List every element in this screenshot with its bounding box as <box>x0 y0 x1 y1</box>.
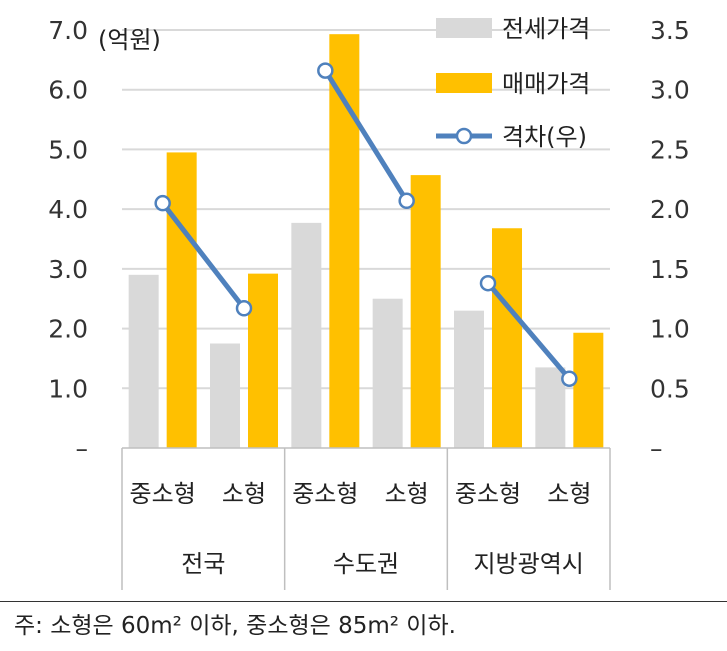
y-right-tick-label: 0.5 <box>650 374 690 403</box>
legend-swatch-jeonse <box>436 18 492 38</box>
bar-maemae <box>492 228 522 448</box>
legend-label-maemae: 매매가격 <box>502 70 590 98</box>
gap-point <box>317 62 334 79</box>
gap-point <box>561 370 578 387</box>
y-left-tick-label: 1.0 <box>48 374 88 403</box>
y-right-tick-label: – <box>650 434 663 463</box>
legend-marker-gap <box>455 127 473 145</box>
group-label: 수도권 <box>333 550 399 578</box>
gap-point <box>398 192 415 210</box>
bar-jeonse <box>128 274 159 448</box>
group-label: 전국 <box>181 550 225 578</box>
y-right-tick-label: 1.5 <box>650 255 690 284</box>
x-tick-label: 소형 <box>222 480 266 508</box>
footnote: 주: 소형은 60m² 이하, 중소형은 85m² 이하. <box>14 613 456 639</box>
bar-maemae <box>248 273 278 448</box>
x-tick-label: 중소형 <box>455 480 521 508</box>
group-label: 지방광역시 <box>473 550 583 578</box>
bar-jeonse <box>210 343 240 448</box>
y-left-tick-label: 5.0 <box>48 135 88 164</box>
bar-jeonse <box>372 298 403 448</box>
bar-maemae <box>329 34 360 449</box>
y-left-tick-label: 4.0 <box>48 195 88 224</box>
y-left-tick-label: 3.0 <box>48 255 88 284</box>
y-left-tick-label: – <box>76 434 89 463</box>
y-left-tick-label: 6.0 <box>48 76 88 105</box>
bar-maemae <box>573 332 604 448</box>
y-right-tick-label: 2.0 <box>650 195 690 224</box>
y-left-tick-label: 2.0 <box>48 315 88 344</box>
y-right-tick-label: 3.5 <box>650 16 690 45</box>
x-tick-label: 소형 <box>385 480 429 508</box>
chart: – 1.0 2.0 3.0 4.0 5.0 6.0 7.0 – 0.5 1.0 1.5 2.0 2.5 3.… <box>48 15 690 590</box>
note-separator <box>0 601 727 602</box>
bar-jeonse <box>535 367 566 448</box>
legend-swatch-maemae <box>436 73 492 93</box>
y-right-tick-label: 2.5 <box>650 135 690 164</box>
y-left-tick-label: 7.0 <box>48 16 88 45</box>
x-tick-label: 중소형 <box>292 480 358 508</box>
gap-line-segment <box>486 281 572 381</box>
gap-point <box>154 194 171 212</box>
x-tick-label: 소형 <box>547 480 591 508</box>
bar-maemae <box>166 152 197 448</box>
bar-jeonse <box>454 310 484 448</box>
gap-line-segment <box>160 201 246 310</box>
legend-label-gap: 격차(우) <box>502 123 587 151</box>
gap-point <box>479 274 497 292</box>
gap-line-segment <box>323 69 409 203</box>
bar-jeonse <box>291 222 322 448</box>
unit-label: (억원) <box>98 26 161 54</box>
x-tick-label: 중소형 <box>130 480 196 508</box>
y-right-tick-label: 1.0 <box>650 315 690 344</box>
legend-label-jeonse: 전세가격 <box>502 15 590 43</box>
bar-maemae <box>410 175 441 448</box>
y-right-tick-label: 3.0 <box>650 76 690 105</box>
gap-point <box>235 300 253 317</box>
